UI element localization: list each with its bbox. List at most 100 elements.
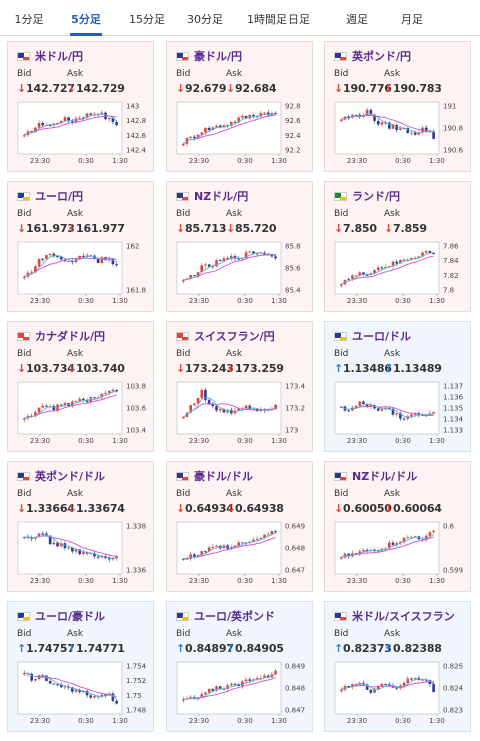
candle-body	[85, 552, 89, 554]
candle-body	[96, 556, 100, 558]
rate-card[interactable]: スイスフラン/円 Bid Ask ↓173.243 ↓173.259 173.4 173.2…	[166, 321, 313, 452]
candle-body	[421, 679, 424, 681]
rate-card[interactable]: 英ポンド/円 Bid Ask ↓190.776 ↓190.783 191 190.8 190.…	[324, 41, 471, 172]
candle-body	[373, 114, 376, 121]
x-tick-label: 23:30	[30, 717, 50, 725]
tab-5分足[interactable]: 5分足	[60, 0, 112, 36]
chart-plot-area	[176, 661, 282, 715]
candle-body	[410, 537, 413, 539]
candle-body	[237, 408, 240, 411]
rate-card[interactable]: ランド/円 Bid Ask ↓7.850 ↓7.859 7.86 7.84 7.82 7.8 23…	[324, 181, 471, 312]
candle-body	[259, 409, 263, 412]
currency-pair-name[interactable]: 英ポンド/ドル	[35, 470, 106, 483]
tab-日足[interactable]: 日足	[288, 13, 310, 26]
rate-card[interactable]: ユーロ/円 Bid Ask ↓161.973 ↓161.977 162 161.8 23:30…	[7, 181, 154, 312]
rate-card[interactable]: NZドル/ドル Bid Ask ↓0.60050 ↓0.60064 0.6 0.599 23:…	[324, 461, 471, 592]
candle-body	[248, 251, 252, 253]
candle-body	[196, 134, 200, 139]
currency-pair-name[interactable]: 英ポンド/円	[352, 50, 412, 63]
tab-1時間足[interactable]: 1時間足	[247, 13, 287, 26]
rate-card[interactable]: カナダドル/円 Bid Ask ↓103.734 ↓103.740 103.8 103.6 1…	[7, 321, 154, 452]
candle-body	[230, 256, 233, 259]
currency-pair-name[interactable]: NZドル/円	[194, 190, 249, 203]
y-tick-label: 7.84	[443, 257, 459, 265]
price-chart: 191 190.8 190.6 23:30 0:30 1:30	[334, 101, 464, 165]
candle-body	[259, 537, 263, 539]
candle-body	[34, 412, 37, 417]
ask-value: ↓92.684	[226, 82, 277, 95]
rate-card[interactable]: NZドル/円 Bid Ask ↓85.713 ↓85.720 85.8 85.6 85.4 23…	[166, 181, 313, 312]
short-moving-average-line	[183, 532, 276, 560]
y-tick-label: 162	[126, 243, 139, 251]
y-tick-label: 85.4	[285, 287, 301, 295]
candle-body	[248, 679, 252, 681]
candle-body	[380, 684, 384, 687]
candle-body	[193, 136, 196, 139]
x-tick-label: 23:30	[30, 437, 50, 445]
candle-body	[193, 554, 196, 557]
candle-body	[59, 120, 63, 124]
y-tick-label: 190.6	[443, 147, 464, 155]
rate-card[interactable]: ユーロ/豪ドル Bid Ask ↑1.74757 ↑1.74771 1.754 1.752 1…	[7, 601, 154, 732]
currency-pair-name[interactable]: ユーロ/ドル	[352, 330, 412, 343]
candle-body	[34, 678, 37, 681]
rate-card[interactable]: ユーロ/ドル Bid Ask ↑1.13486 ↑1.13489 1.137 1.136 1.…	[324, 321, 471, 452]
y-tick-label: 1.752	[126, 677, 146, 685]
currency-pair-name[interactable]: NZドル/ドル	[352, 470, 418, 483]
bid-label: Bid	[176, 209, 191, 219]
y-tick-label: 103.6	[126, 405, 147, 413]
candle-body	[93, 397, 96, 399]
candle-body	[218, 408, 222, 411]
rate-card[interactable]: 英ポンド/ドル Bid Ask ↓1.33664 ↓1.33674 1.338 1.336 2…	[7, 461, 154, 592]
y-tick-label: 0.848	[285, 685, 305, 693]
candle-body	[115, 389, 118, 392]
rate-card[interactable]: 米ドル/スイスフラン Bid Ask ↑0.82373 ↑0.82388 0.825 0.8…	[324, 601, 471, 732]
currency-pair-name[interactable]: ユーロ/豪ドル	[35, 610, 106, 623]
tab-1分足[interactable]: 1分足	[14, 13, 44, 26]
candle-body	[402, 128, 406, 130]
currency-pair-name[interactable]: 米ドル/円	[35, 50, 84, 63]
rate-card[interactable]: 米ドル/円 Bid Ask ↓142.727 ↓142.729 143 142.8 142.6…	[7, 41, 154, 172]
candle-body	[115, 264, 118, 266]
tab-月足[interactable]: 月足	[401, 13, 423, 26]
short-moving-average-line	[341, 403, 434, 418]
currency-pair-name[interactable]: スイスフラン/円	[194, 330, 275, 343]
short-moving-average-line	[341, 678, 434, 691]
y-tick-label: 85.6	[285, 265, 301, 273]
arrow-down-icon: ↓	[226, 222, 236, 235]
ask-label: Ask	[384, 489, 401, 499]
y-tick-label: 103.4	[126, 427, 147, 435]
currency-pair-name[interactable]: カナダドル/円	[35, 330, 106, 343]
candle-body	[255, 538, 259, 540]
currency-pair-name[interactable]: ランド/円	[352, 190, 401, 203]
tab-15分足[interactable]: 15分足	[129, 13, 165, 26]
flag-icon	[176, 471, 189, 481]
bid-label: Bid	[334, 349, 349, 359]
candle-body	[182, 143, 185, 146]
currency-pair-name[interactable]: ユーロ/円	[35, 190, 84, 203]
candle-body	[59, 684, 63, 688]
candle-body	[107, 391, 111, 393]
y-tick-label: 92.6	[285, 117, 301, 125]
candle-body	[78, 549, 81, 555]
bid-value: ↓142.727	[17, 82, 75, 95]
candle-body	[406, 537, 410, 539]
currency-pair-name[interactable]: ユーロ/英ポンド	[194, 610, 276, 623]
tab-30分足[interactable]: 30分足	[187, 13, 223, 26]
rate-card[interactable]: ユーロ/英ポンド Bid Ask ↑0.84897 ↑0.84905 0.849 0.848…	[166, 601, 313, 732]
y-tick-label: 0.825	[443, 663, 463, 671]
arrow-down-icon: ↓	[226, 362, 236, 375]
x-tick-label: 1:30	[271, 157, 287, 165]
currency-pair-name[interactable]: 豪ドル/円	[194, 50, 243, 63]
rate-card[interactable]: 豪ドル/ドル Bid Ask ↓0.64934 ↓0.64938 0.649 0.648 0.…	[166, 461, 313, 592]
candle-body	[384, 267, 387, 269]
rate-card[interactable]: 豪ドル/円 Bid Ask ↓92.679 ↓92.684 92.8 92.6 92.4 92.…	[166, 41, 313, 172]
y-tick-label: 142.4	[126, 147, 147, 155]
currency-pair-name[interactable]: 米ドル/スイスフラン	[352, 610, 455, 623]
tab-週足[interactable]: 週足	[346, 13, 368, 26]
candle-body	[413, 677, 417, 680]
currency-pair-name[interactable]: 豪ドル/ドル	[194, 470, 254, 483]
candle-body	[402, 537, 406, 542]
ask-value: ↓190.783	[384, 82, 442, 95]
candle-body	[111, 693, 115, 701]
